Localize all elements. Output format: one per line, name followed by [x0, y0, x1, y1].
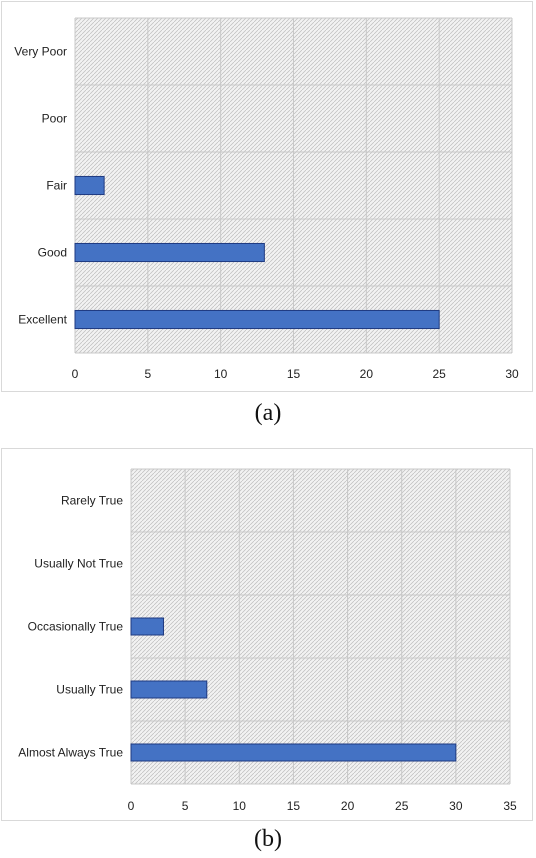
- x-tick-label: 25: [395, 799, 409, 813]
- category-label: Very Poor: [14, 45, 67, 59]
- x-tick-label: 10: [214, 367, 228, 381]
- chart-b-svg: Almost Always True Usually True Occasional…: [18, 468, 517, 813]
- caption-a: (a): [254, 400, 282, 426]
- x-tick-label: 30: [505, 367, 519, 381]
- x-tick-label: 0: [128, 799, 135, 813]
- x-tick-label: 5: [182, 799, 189, 813]
- category-label: Usually Not True: [34, 557, 123, 571]
- bar: [74, 309, 440, 330]
- category-label: Excellent: [18, 313, 67, 327]
- bar: [130, 743, 457, 762]
- chart-a-panel: Excellent Good Fair Poor Very Poor 0 5 10 15 20 25…: [1, 1, 533, 392]
- category-label: Rarely True: [61, 494, 123, 508]
- x-tick-label: 15: [287, 799, 301, 813]
- chart-b-panel: Almost Always True Usually True Occasional…: [1, 448, 533, 821]
- bar: [74, 175, 105, 196]
- chart-a-svg: Excellent Good Fair Poor Very Poor 0 5 10 15 20 25…: [14, 17, 519, 381]
- plot-area: [131, 469, 510, 784]
- category-label: Good: [38, 246, 67, 260]
- x-tick-label: 25: [432, 367, 446, 381]
- x-tick-label: 20: [341, 799, 355, 813]
- x-tick-label: 15: [287, 367, 301, 381]
- category-label: Poor: [42, 112, 67, 126]
- bar: [130, 680, 208, 699]
- x-tick-label: 10: [233, 799, 247, 813]
- caption-b: (b): [254, 826, 282, 852]
- x-tick-label: 20: [360, 367, 374, 381]
- x-tick-label: 30: [449, 799, 463, 813]
- x-tick-label: 5: [144, 367, 151, 381]
- category-label: Fair: [46, 179, 67, 193]
- category-label: Occasionally True: [28, 620, 124, 634]
- bar: [130, 617, 164, 636]
- category-label: Usually True: [56, 683, 123, 697]
- category-label: Almost Always True: [18, 746, 123, 760]
- bar: [74, 242, 265, 263]
- x-tick-label: 0: [72, 367, 79, 381]
- x-tick-label: 35: [503, 799, 517, 813]
